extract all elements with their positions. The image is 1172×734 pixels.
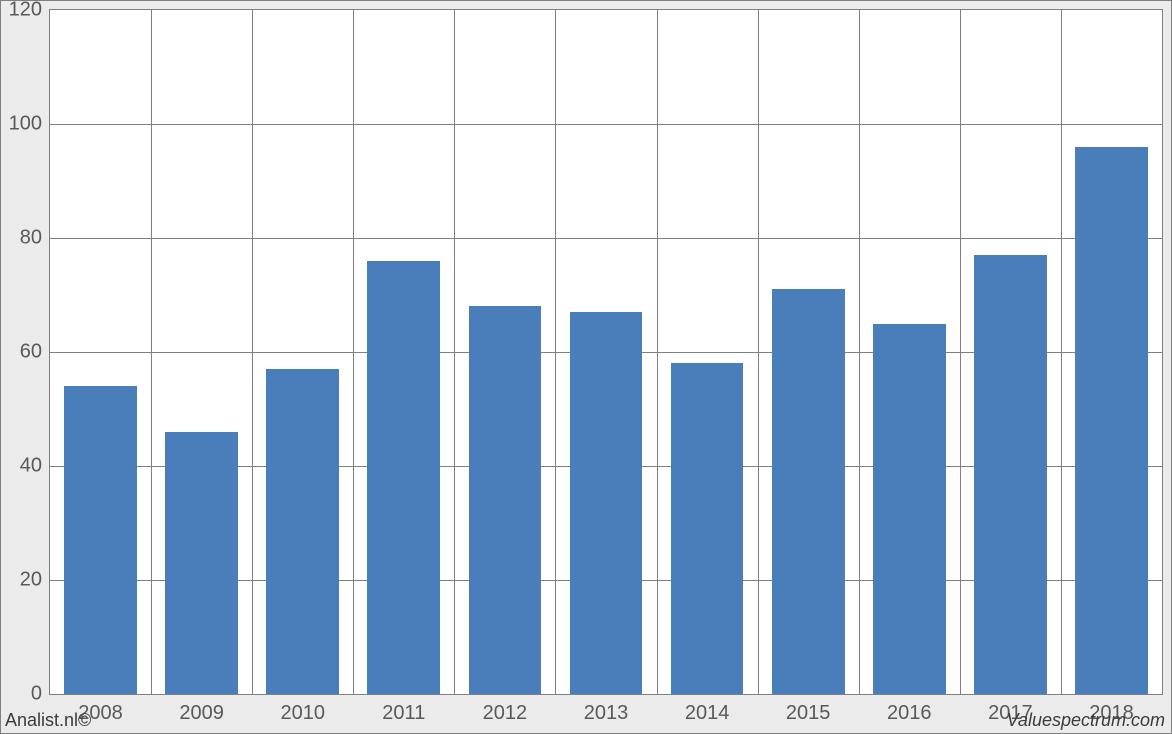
y-axis-tick-label: 40 <box>20 455 50 478</box>
gridline-vertical <box>454 10 455 694</box>
bar <box>469 306 542 694</box>
y-axis-tick-label: 20 <box>20 569 50 592</box>
footer-left-text: Analist.nl© <box>5 710 91 731</box>
x-axis-tick-label: 2015 <box>786 694 831 725</box>
bar <box>873 324 946 695</box>
bar <box>367 261 440 694</box>
y-axis-tick-label: 100 <box>9 113 50 136</box>
bar <box>772 289 845 694</box>
gridline-vertical <box>151 10 152 694</box>
gridline-vertical <box>353 10 354 694</box>
x-axis-tick-label: 2010 <box>280 694 325 725</box>
gridline-vertical <box>960 10 961 694</box>
plot-area-frame: 0204060801001202008200920102011201220132… <box>49 9 1163 695</box>
y-axis-tick-label: 120 <box>9 0 50 22</box>
bar <box>1075 147 1148 694</box>
x-axis-tick-label: 2012 <box>483 694 528 725</box>
footer-right-text: Valuespectrum.com <box>1007 710 1165 731</box>
bar <box>974 255 1047 694</box>
y-axis-tick-label: 80 <box>20 227 50 250</box>
gridline-horizontal <box>50 124 1162 125</box>
gridline-horizontal <box>50 238 1162 239</box>
gridline-vertical <box>252 10 253 694</box>
gridline-vertical <box>1061 10 1062 694</box>
x-axis-tick-label: 2013 <box>584 694 629 725</box>
bar <box>671 363 744 694</box>
chart-container: 0204060801001202008200920102011201220132… <box>0 0 1172 734</box>
gridline-vertical <box>859 10 860 694</box>
y-axis-tick-label: 60 <box>20 341 50 364</box>
gridline-vertical <box>758 10 759 694</box>
x-axis-tick-label: 2016 <box>887 694 932 725</box>
x-axis-tick-label: 2011 <box>382 694 425 725</box>
bar <box>165 432 238 694</box>
x-axis-tick-label: 2014 <box>685 694 730 725</box>
bar <box>570 312 643 694</box>
gridline-vertical <box>657 10 658 694</box>
x-axis-tick-label: 2009 <box>179 694 224 725</box>
bar <box>64 386 137 694</box>
plot-area: 0204060801001202008200920102011201220132… <box>50 10 1162 694</box>
gridline-vertical <box>555 10 556 694</box>
bar <box>266 369 339 694</box>
y-axis-tick-label: 0 <box>31 683 50 706</box>
